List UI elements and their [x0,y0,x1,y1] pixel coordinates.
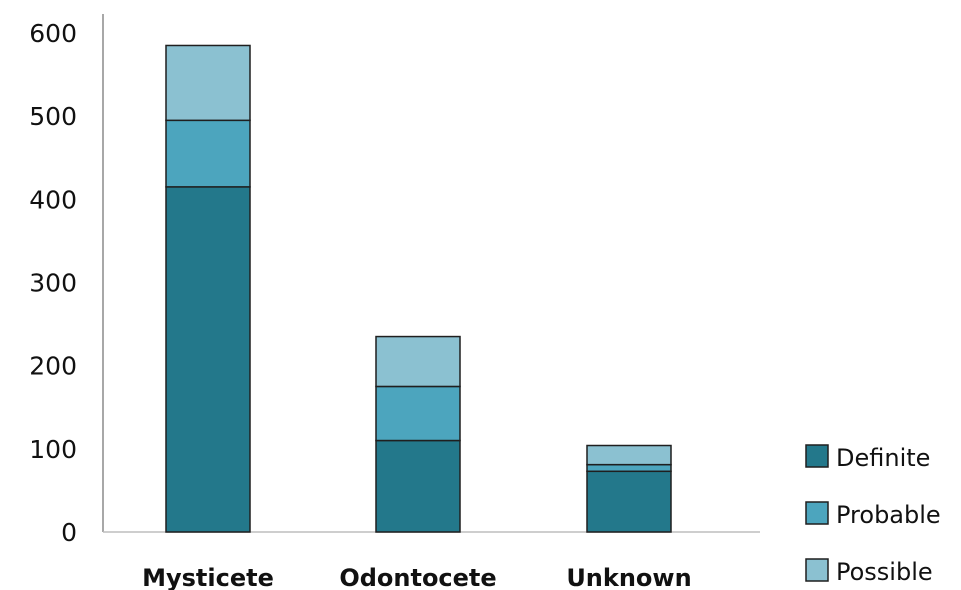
y-tick-label: 400 [29,185,77,214]
bar-segment-possible [586,444,672,466]
bar-segment-probable [165,119,251,188]
legend-swatch-definite [805,444,829,468]
y-tick-label: 200 [29,352,77,381]
x-category-label: Mysticete [142,564,274,590]
legend-swatch-possible [805,558,829,582]
bar-segment-possible [375,335,461,388]
legend-label-possible: Possible [836,558,933,586]
y-tick-label: 500 [29,102,77,131]
x-category-label: Unknown [566,564,691,590]
bar-segment-probable [375,385,461,442]
bar-segment-probable [586,463,672,473]
legend-swatch-probable [805,501,829,525]
bar-segment-definite [375,439,461,533]
y-tick-label: 300 [29,269,77,298]
legend-label-probable: Probable [836,501,941,529]
legend-label-definite: Definite [836,444,930,472]
bars [165,44,672,533]
x-category-label: Odontocete [339,564,496,590]
bar-segment-definite [165,186,251,533]
bar-segment-possible [165,44,251,122]
legend: Definite Probable Possible [805,444,941,586]
labels: 0 100 200 300 400 500 600 Mysticete Odontocete Un… [29,19,691,590]
y-tick-label: 0 [61,518,77,547]
y-tick-label: 100 [29,435,77,464]
y-tick-label: 600 [29,19,77,48]
bar-segment-definite [586,470,672,533]
